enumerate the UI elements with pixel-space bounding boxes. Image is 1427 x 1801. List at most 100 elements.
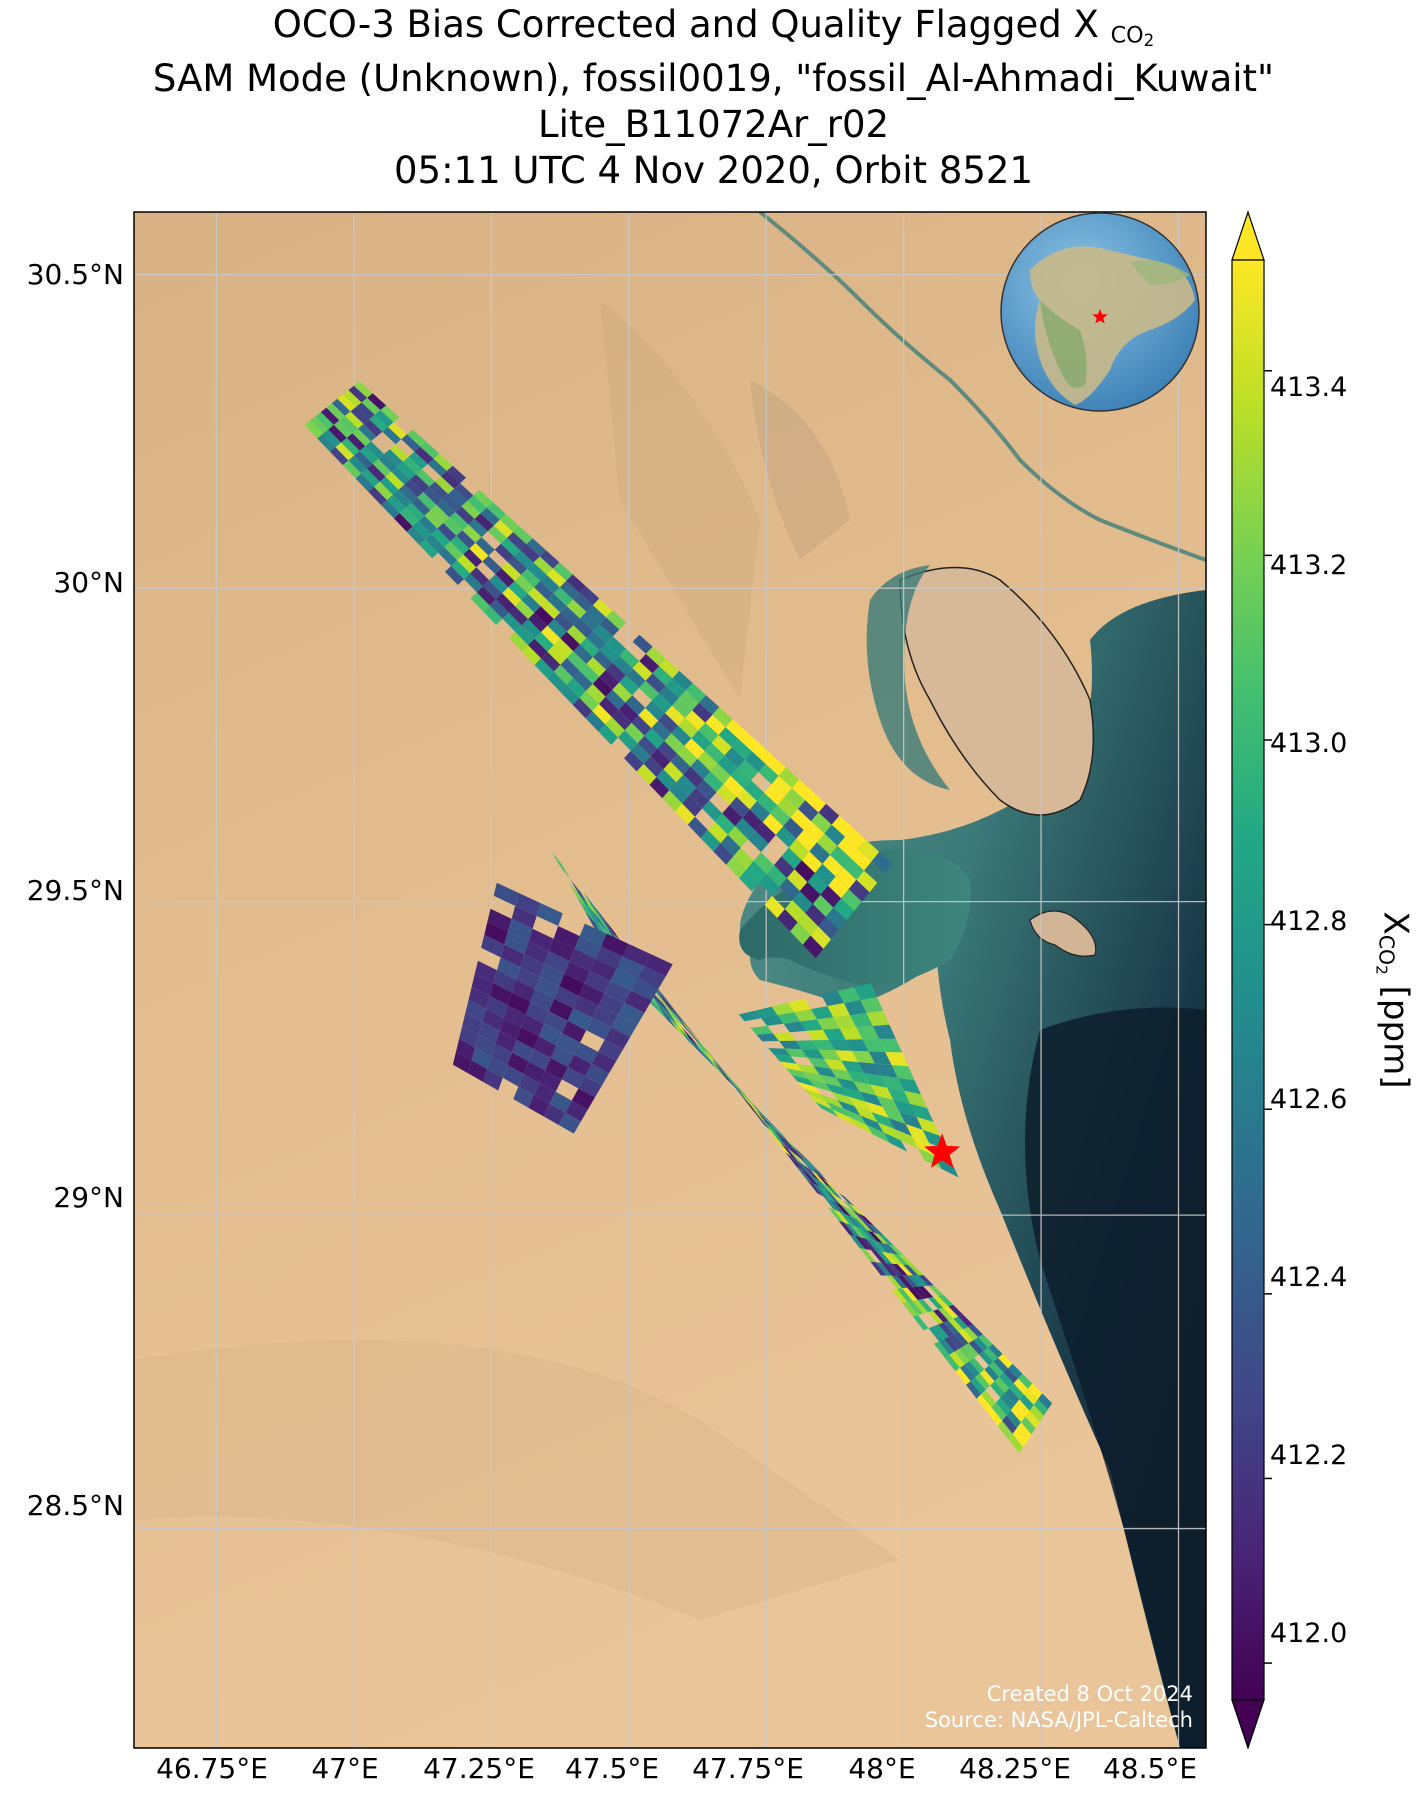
xco2-sounding <box>818 803 840 825</box>
title-line-1: OCO-3 Bias Corrected and Quality Flagged… <box>272 3 1155 51</box>
xco2-sounding <box>742 809 763 831</box>
xco2-sounding <box>309 416 329 434</box>
xco2-sounding <box>547 619 567 639</box>
xco2-sounding <box>748 830 769 853</box>
xco2-sounding <box>735 1084 753 1105</box>
xco2-sounding <box>521 593 541 613</box>
xco2-sounding <box>374 410 394 427</box>
xco2-sounding <box>970 1377 986 1395</box>
xco2-sounding <box>948 1318 964 1332</box>
xco2-sounding <box>752 743 773 764</box>
xco2-sounding <box>573 995 599 1018</box>
xco2-sounding <box>544 951 570 974</box>
xco2-sounding <box>540 574 560 594</box>
xco2-sounding <box>878 1234 895 1246</box>
xco2-sounding <box>756 1110 773 1129</box>
xco2-sounding <box>433 453 453 471</box>
xco2-sounding <box>499 1018 522 1040</box>
xco2-sounding <box>454 483 474 501</box>
xco2-sounding <box>386 494 406 514</box>
xco2-sounding <box>796 1166 813 1184</box>
xco2-sounding <box>467 495 487 514</box>
xco2-sounding <box>830 845 851 868</box>
xco2-sounding <box>885 1052 909 1067</box>
xco2-sounding <box>815 1101 839 1118</box>
xco2-sounding <box>342 460 362 479</box>
xco2-sounding <box>572 697 593 719</box>
xco2-sounding <box>787 1148 804 1166</box>
xco2-sounding <box>545 1058 568 1080</box>
xco2-sounding <box>653 993 672 1017</box>
xco2-sounding <box>649 997 668 1020</box>
xco2-sounding <box>443 517 463 536</box>
xco2-sounding <box>887 1252 903 1265</box>
xco2-sounding <box>665 998 684 1022</box>
xco2-sounding <box>665 678 686 698</box>
xco2-sounding <box>854 1106 878 1123</box>
xco2-sounding <box>554 986 579 1009</box>
xco2-sounding <box>656 769 677 791</box>
xco2-sounding <box>876 1095 900 1112</box>
xco2-sounding <box>435 476 455 494</box>
xco2-sounding <box>969 1357 985 1374</box>
xco2-sounding <box>716 784 737 806</box>
xco2-sounding <box>943 1336 960 1352</box>
xco2-sounding <box>530 989 555 1012</box>
xco2-sounding <box>948 1334 964 1349</box>
xco2-sounding <box>866 1125 890 1143</box>
xco2-sounding <box>853 1081 877 1096</box>
xco2-sounding <box>497 957 521 980</box>
lat-tick-label: 29°N <box>53 1181 124 1214</box>
xco2-sounding <box>606 636 626 656</box>
xco2-sounding <box>576 896 595 923</box>
xco2-sounding <box>905 1124 929 1143</box>
xco2-sounding <box>897 1264 914 1276</box>
xco2-sounding <box>457 554 477 574</box>
lon-tick-label: 48.25°E <box>959 1752 1071 1785</box>
xco2-sounding <box>848 1096 872 1113</box>
xco2-sounding <box>791 1156 809 1174</box>
xco2-sounding <box>876 1251 893 1264</box>
xco2-sounding <box>391 466 411 485</box>
xco2-sounding <box>868 1223 885 1236</box>
xco2-sounding <box>403 456 422 475</box>
xco2-sounding <box>758 763 779 785</box>
xco2-sounding <box>891 1288 908 1303</box>
xco2-sounding <box>866 1010 890 1026</box>
xco2-sounding <box>507 532 527 551</box>
xco2-sounding <box>829 1039 852 1051</box>
xco2-sounding <box>566 599 587 619</box>
xco2-sounding <box>808 1162 826 1178</box>
xco2-sounding <box>637 966 666 989</box>
xco2-sounding <box>871 1240 888 1253</box>
xco2-sounding <box>652 666 673 686</box>
lat-tick-label: 30.5°N <box>26 258 124 291</box>
xco2-sounding <box>528 1049 551 1071</box>
xco2-sounding <box>791 1074 815 1087</box>
xco2-sounding <box>412 521 432 540</box>
xco2-sounding <box>618 730 638 751</box>
xco2-sounding <box>461 500 481 519</box>
xco2-sounding <box>1038 1393 1053 1410</box>
xco2-sounding <box>746 860 767 883</box>
xco2-sounding <box>489 574 509 594</box>
basemap <box>134 212 1206 1748</box>
xco2-sounding <box>604 919 624 946</box>
xco2-sounding <box>811 812 832 834</box>
xco2-sounding <box>979 1369 995 1386</box>
xco2-sounding <box>571 1088 595 1110</box>
xco2-sounding <box>487 525 508 544</box>
xco2-sounding <box>812 1183 830 1200</box>
xco2-sounding <box>459 1025 479 1048</box>
xco2-sounding <box>560 606 580 626</box>
xco2-sounding <box>675 803 695 825</box>
xco2-sounding <box>839 1211 856 1227</box>
xco2-sounding <box>856 1026 880 1040</box>
xco2-sounding <box>438 547 458 566</box>
xco2-sounding <box>837 987 861 1004</box>
xco2-sounding <box>743 1097 761 1118</box>
xco2-sounding <box>824 1189 841 1205</box>
xco2-sounding <box>482 1008 504 1031</box>
xco2-sounding <box>939 1339 955 1355</box>
